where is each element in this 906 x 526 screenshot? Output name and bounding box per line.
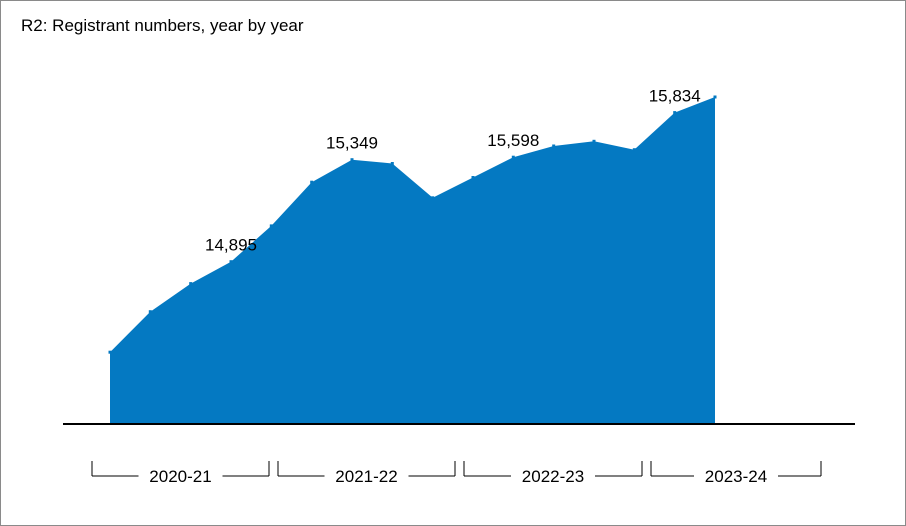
chart-title: R2: Registrant numbers, year by year <box>21 16 304 35</box>
data-point <box>108 350 112 354</box>
data-label: 15,834 <box>649 87 701 106</box>
data-point <box>350 158 354 162</box>
data-point <box>229 260 233 264</box>
category-bracket <box>650 461 822 477</box>
data-label: 15,598 <box>487 131 539 150</box>
category-label: 2022-23 <box>522 467 584 486</box>
data-point <box>471 176 475 179</box>
category-bracket <box>277 461 456 477</box>
data-point <box>592 139 596 143</box>
category-label: 2023-24 <box>705 467 767 486</box>
data-point <box>632 148 636 152</box>
data-label: 15,349 <box>326 134 378 153</box>
category-bracket <box>91 461 270 477</box>
data-point <box>431 196 435 200</box>
data-point <box>511 155 515 159</box>
data-point <box>189 282 193 286</box>
data-point <box>390 162 394 165</box>
category-label: 2021-22 <box>335 467 397 486</box>
category-label: 2020-21 <box>149 467 211 486</box>
data-label: 14,895 <box>205 236 257 255</box>
category-bracket <box>463 461 643 477</box>
area-series <box>110 97 715 424</box>
data-point <box>673 111 677 115</box>
data-point <box>713 95 717 99</box>
data-point <box>310 180 314 184</box>
data-point <box>269 224 273 228</box>
data-point <box>552 144 556 148</box>
data-point <box>148 310 152 314</box>
